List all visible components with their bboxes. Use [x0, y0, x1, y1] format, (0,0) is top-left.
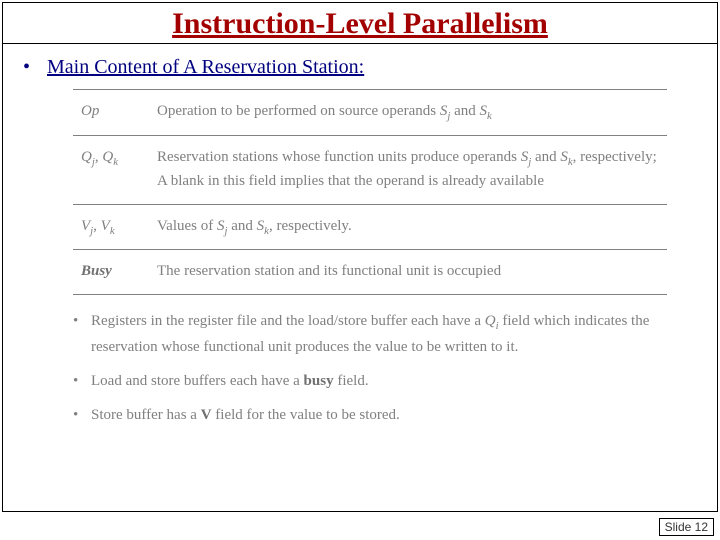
notes-list: •Registers in the register file and the …	[73, 309, 667, 427]
term-cell: Vj, Vk	[73, 204, 149, 250]
bullet-icon: •	[73, 369, 91, 393]
subheading-row: • Main Content of A Reservation Station:	[23, 56, 697, 79]
desc-cell: Reservation stations whose function unit…	[149, 135, 667, 204]
definitions-block: OpOperation to be performed on source op…	[73, 89, 667, 427]
subheading: Main Content of A Reservation Station:	[47, 56, 364, 79]
note-text: Load and store buffers each have a busy …	[91, 369, 369, 393]
bullet-icon: •	[73, 403, 91, 427]
bullet-icon: •	[23, 56, 47, 79]
title-box: Instruction-Level Parallelism	[3, 3, 717, 44]
slide-number: Slide 12	[659, 518, 714, 536]
list-item: •Registers in the register file and the …	[73, 309, 667, 359]
list-item: •Store buffer has a V field for the valu…	[73, 403, 667, 427]
bullet-icon: •	[73, 309, 91, 333]
desc-cell: The reservation station and its function…	[149, 250, 667, 294]
note-text: Registers in the register file and the l…	[91, 309, 667, 359]
definitions-table: OpOperation to be performed on source op…	[73, 89, 667, 295]
note-text: Store buffer has a V field for the value…	[91, 403, 400, 427]
table-row: OpOperation to be performed on source op…	[73, 90, 667, 136]
slide-title: Instruction-Level Parallelism	[172, 7, 548, 40]
term-cell: Op	[73, 90, 149, 136]
slide-frame: Instruction-Level Parallelism • Main Con…	[2, 2, 718, 512]
table-row: Qj, QkReservation stations whose functio…	[73, 135, 667, 204]
content-area: • Main Content of A Reservation Station:…	[3, 44, 717, 447]
table-row: BusyThe reservation station and its func…	[73, 250, 667, 294]
desc-cell: Values of Sj and Sk, respectively.	[149, 204, 667, 250]
term-cell: Busy	[73, 250, 149, 294]
table-row: Vj, VkValues of Sj and Sk, respectively.	[73, 204, 667, 250]
term-cell: Qj, Qk	[73, 135, 149, 204]
list-item: •Load and store buffers each have a busy…	[73, 369, 667, 393]
desc-cell: Operation to be performed on source oper…	[149, 90, 667, 136]
